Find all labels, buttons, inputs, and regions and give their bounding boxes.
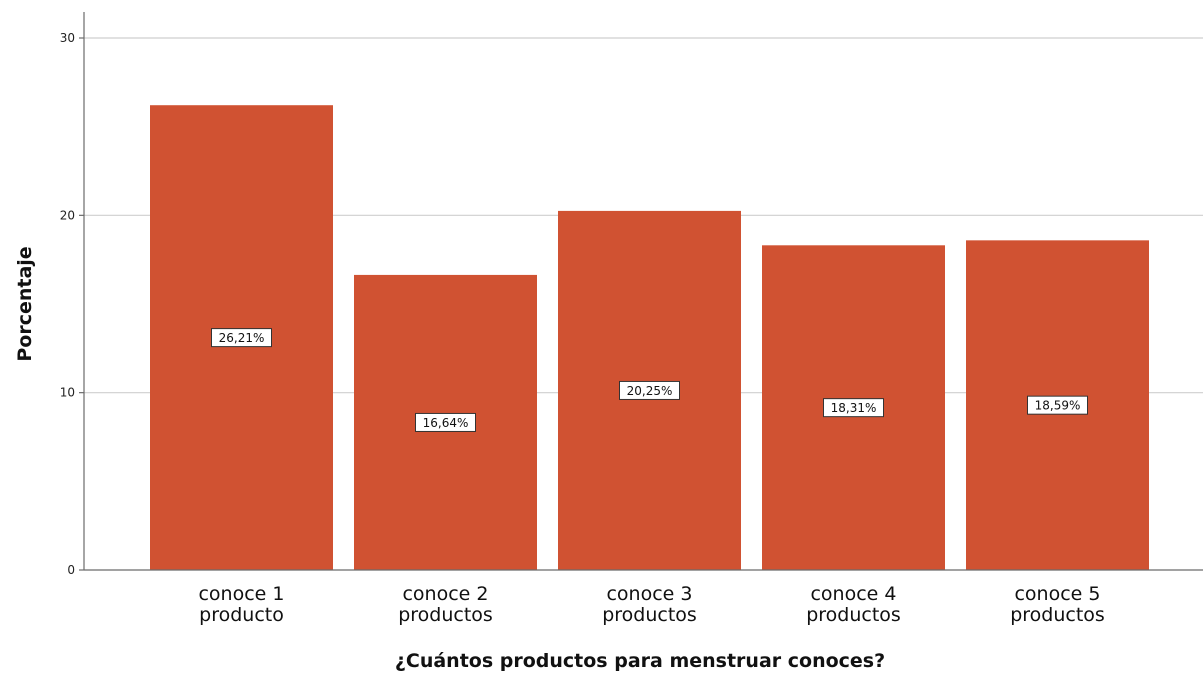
data-label: 16,64% [415, 412, 476, 432]
bars [150, 105, 1149, 570]
x-tick-label: conoce 3 productos [602, 583, 697, 626]
data-label-box [415, 412, 476, 432]
x-tick-label: conoce 1 producto [198, 583, 284, 626]
data-label-box [619, 380, 680, 400]
data-label: 18,59% [1027, 395, 1088, 415]
data-label: 26,21% [211, 328, 272, 348]
y-tick-label: 0 [67, 563, 75, 577]
x-tick-label: conoce 4 productos [806, 583, 901, 626]
data-label-text: 18,31% [831, 401, 877, 415]
x-tick-label: conoce 2 productos [398, 583, 493, 626]
y-axis-title: Porcentaje [14, 246, 36, 361]
y-tick-label: 10 [60, 386, 75, 400]
data-label-box [1027, 395, 1088, 415]
data-label-text: 18,59% [1035, 399, 1081, 413]
axes [79, 12, 1203, 571]
y-tick-label: 20 [60, 208, 75, 222]
data-label-box [823, 398, 884, 418]
data-labels: 26,21% 16,64% 20,25% 18,31% 18,59% [211, 328, 1088, 432]
x-axis-title: ¿Cuántos productos para menstruar conoce… [395, 650, 885, 672]
data-label: 18,31% [823, 398, 884, 418]
data-label-box [211, 328, 272, 348]
data-label-text: 26,21% [219, 331, 265, 345]
x-tick-labels: conoce 1 producto conoce 2 productos conoce … [198, 583, 1104, 626]
data-label-text: 16,64% [423, 416, 469, 430]
x-tick-label: conoce 5 productos [1010, 583, 1105, 626]
y-tick-labels: 0 10 20 30 [60, 31, 75, 577]
data-label: 20,25% [619, 380, 680, 400]
y-tick-label: 30 [60, 31, 75, 45]
data-label-text: 20,25% [627, 384, 673, 398]
